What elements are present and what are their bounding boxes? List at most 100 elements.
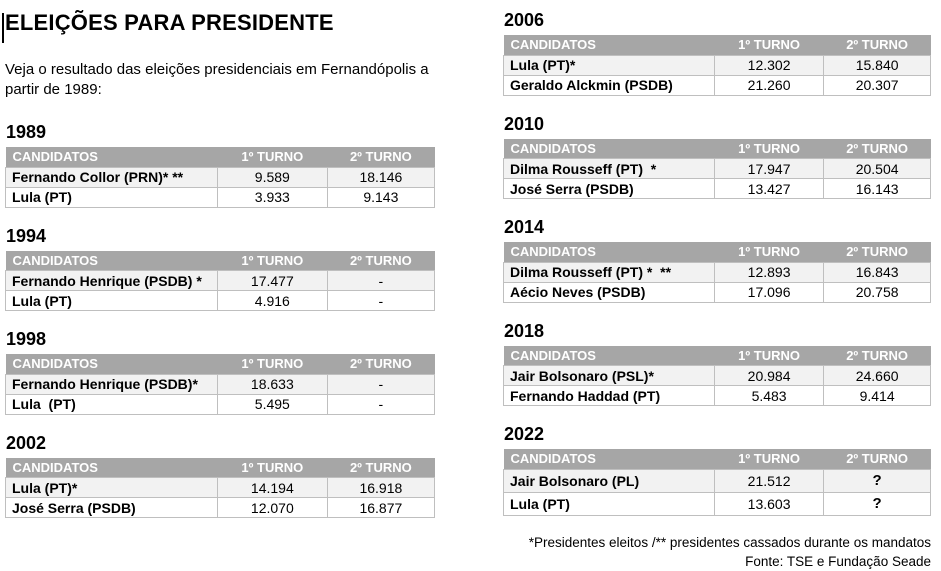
table-row: Lula (PT)* 12.302 15.840 [503,54,931,76]
candidate-name: Aécio Neves (PSDB) [503,281,715,303]
turno1-value: 5.495 [216,393,328,415]
table-header-row: CANDIDATOS 1º TURNO 2º TURNO [5,147,435,167]
candidate-name: José Serra (PSDB) [5,497,218,518]
turno1-value: 20.984 [713,365,825,386]
turno1-value: 3.933 [216,186,328,208]
turno1-value: 5.483 [713,385,825,406]
candidate-name: Lula (PT) [5,290,218,311]
candidate-name: Fernando Henrique (PSDB) * [5,270,218,291]
turno2-value: - [326,393,436,415]
col-header-turno1: 1º TURNO [217,354,328,374]
text-cursor-caret [2,13,4,43]
col-header-turno1: 1º TURNO [714,138,824,159]
turno1-value: 21.512 [713,468,825,493]
turno2-value: 9.143 [326,186,436,208]
col-header-turno1: 1º TURNO [714,345,824,366]
col-header-turno1: 1º TURNO [217,457,328,478]
candidate-name: Dilma Rousseff (PT) * [503,158,715,179]
year-heading: 2014 [504,217,545,237]
table-row: José Serra (PSDB) 12.070 16.877 [5,497,436,518]
table-row: Lula (PT) 4.916- [5,290,436,311]
year-heading: 2022 [504,424,545,444]
candidate-name: Lula (PT) [5,393,218,415]
table-header-row: CANDIDATOS 1º TURNO 2º TURNO [5,250,435,271]
election-section: 1989 CANDIDATOS 1º TURNO 2º TURNO Fernan… [5,122,436,208]
col-header-turno1: 1º TURNO [714,449,824,469]
results-table: CANDIDATOS 1º TURNO 2º TURNO Dilma Rouss… [503,242,931,303]
year-heading: 2018 [504,320,545,341]
results-table: CANDIDATOS 1º TURNO 2º TURNO Lula (PT)* 1… [5,457,436,518]
col-header-candidatos: CANDIDATOS [5,250,218,271]
turno1-value: 13.603 [713,491,825,516]
turno1-value: 12.070 [216,497,328,518]
table-row: Jair Bolsonaro (PL) 21.512? [503,468,931,493]
col-header-candidatos: CANDIDATOS [503,449,715,469]
turno2-value: - [326,373,436,395]
year-heading: 2002 [6,432,47,453]
election-section: 2006 CANDIDATOS 1º TURNO 2º TURNO Lula (… [503,10,931,96]
table-header-row: CANDIDATOS 1º TURNO 2º TURNO [503,35,931,55]
turno2-value: 20.504 [823,158,931,179]
col-header-candidatos: CANDIDATOS [503,242,715,262]
turno2-value: 20.307 [823,74,931,96]
election-section: 1994 CANDIDATOS 1º TURNO 2º TURNO Fernan… [5,225,436,311]
year-heading: 2006 [504,10,545,30]
turno2-value: 16.877 [326,497,436,518]
turno1-value: 17.096 [713,281,825,303]
candidate-name: Dilma Rousseff (PT) * ** [503,261,715,283]
table-row: Geraldo Alckmin (PSDB) 21.260 20.307 [503,74,931,96]
results-table: CANDIDATOS 1º TURNO 2º TURNO Jair Bolson… [503,345,931,406]
year-heading: 2010 [504,113,545,134]
col-header-turno2: 2º TURNO [823,345,931,366]
col-header-turno2: 2º TURNO [823,35,931,55]
election-section: 2022 CANDIDATOS 1º TURNO 2º TURNO Jair B… [503,424,931,516]
year-heading: 1994 [6,225,47,246]
table-row: Jair Bolsonaro (PSL)* 20.984 24.660 [503,365,931,386]
col-header-turno2: 2º TURNO [823,242,931,262]
table-row: Fernando Collor (PRN)* ** 9.589 18.146 [5,166,436,188]
turno1-value: 9.589 [216,166,328,188]
turno1-value: 4.916 [216,290,328,311]
left-column: ELEIÇÕES PARA PRESIDENTE Veja o resultad… [5,0,436,536]
candidate-name: Lula (PT) [5,186,218,208]
col-header-turno1: 1º TURNO [714,242,824,262]
turno1-value: 12.302 [713,54,825,76]
table-header-row: CANDIDATOS 1º TURNO 2º TURNO [503,242,931,262]
turno1-value: 18.633 [216,373,328,395]
col-header-turno1: 1º TURNO [714,35,824,55]
election-section: 2002 CANDIDATOS 1º TURNO 2º TURNO Lula (… [5,432,436,518]
results-table: CANDIDATOS 1º TURNO 2º TURNO Dilma Rouss… [503,138,931,199]
table-row: Lula (PT)* 14.194 16.918 [5,477,436,498]
results-table: CANDIDATOS 1º TURNO 2º TURNO Fernando He… [5,354,436,415]
table-row: Lula (PT) 5.495- [5,393,436,415]
turno2-value: 16.918 [326,477,436,498]
page-title: ELEIÇÕES PARA PRESIDENTE [5,10,334,35]
turno2-value: 24.660 [823,365,931,386]
col-header-candidatos: CANDIDATOS [503,35,715,55]
turno2-value: 18.146 [326,166,436,188]
candidate-name: Lula (PT)* [5,477,218,498]
footnote-source: Fonte: TSE e Fundação Seade [745,553,931,569]
right-sections: 2006 CANDIDATOS 1º TURNO 2º TURNO Lula (… [503,10,931,516]
table-row: José Serra (PSDB) 13.427 16.143 [503,178,931,199]
election-section: 1998 CANDIDATOS 1º TURNO 2º TURNO Fernan… [5,329,436,415]
candidate-name: Geraldo Alckmin (PSDB) [503,74,715,96]
turno2-value: - [326,290,436,311]
turno2-value: 15.840 [823,54,931,76]
table-header-row: CANDIDATOS 1º TURNO 2º TURNO [503,345,931,366]
table-row: Lula (PT) 13.603? [503,491,931,516]
results-table: CANDIDATOS 1º TURNO 2º TURNO Lula (PT)* 1… [503,35,931,96]
turno2-value: 16.843 [823,261,931,283]
turno2-value: ? [823,491,931,516]
candidate-name: Fernando Collor (PRN)* ** [5,166,218,188]
election-section: 2010 CANDIDATOS 1º TURNO 2º TURNO Dilma … [503,113,931,199]
election-section: 2014 CANDIDATOS 1º TURNO 2º TURNO Dilma … [503,217,931,303]
turno1-value: 21.260 [713,74,825,96]
table-row: Dilma Rousseff (PT) * 17.947 20.504 [503,158,931,179]
turno1-value: 13.427 [713,178,825,199]
table-row: Fernando Henrique (PSDB)* 18.633- [5,373,436,395]
table-header-row: CANDIDATOS 1º TURNO 2º TURNO [5,457,435,478]
intro-text: Veja o resultado das eleições presidenci… [5,61,429,98]
table-row: Fernando Haddad (PT) 5.483 9.414 [503,385,931,406]
col-header-turno1: 1º TURNO [217,147,328,167]
